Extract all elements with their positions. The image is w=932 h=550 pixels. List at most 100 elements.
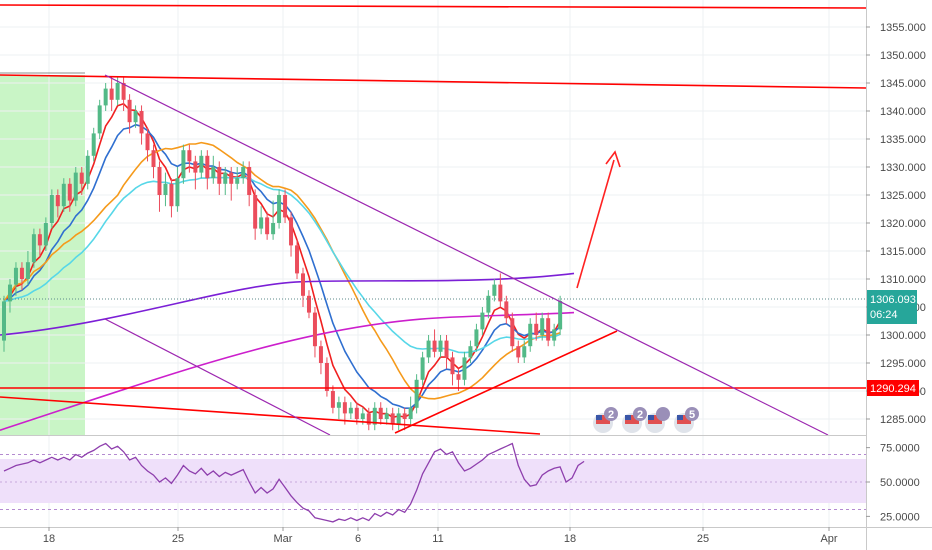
ma-30-line <box>3 176 561 354</box>
event-badge[interactable]: 2 <box>593 407 618 433</box>
candle-body <box>301 273 305 296</box>
candle-body <box>510 318 515 347</box>
descending-trend-line[interactable] <box>104 74 829 436</box>
candle-body <box>342 402 347 414</box>
candle-body <box>390 413 395 425</box>
candle-body <box>145 133 150 151</box>
flag-stripes <box>648 415 662 424</box>
mid-resistance-line[interactable] <box>0 74 867 89</box>
candle-body <box>265 217 270 235</box>
rsi-line <box>3 442 585 523</box>
rsi-indicator <box>0 442 866 523</box>
moving-averages <box>0 103 575 431</box>
candle-body <box>163 183 168 195</box>
event-count-label: 5 <box>689 409 695 421</box>
candle-body <box>384 413 389 419</box>
flag-canton <box>625 415 631 420</box>
breakout-arrow-line[interactable] <box>576 159 615 289</box>
ascending-trend-line[interactable] <box>394 330 618 434</box>
event-badge[interactable] <box>645 407 670 433</box>
candle-body <box>241 167 246 179</box>
candle-body <box>31 234 36 263</box>
upper-resistance-line[interactable] <box>0 4 867 9</box>
event-badge[interactable]: 5 <box>674 407 699 433</box>
drawing-objects[interactable] <box>0 4 867 436</box>
event-count-bubble <box>685 407 699 421</box>
price-tick-label: 1335.000 <box>880 134 926 146</box>
candle-body <box>49 195 54 223</box>
candle-body <box>426 340 431 358</box>
candle-body <box>324 363 329 391</box>
flag-canton <box>596 415 602 420</box>
event-count-bubble <box>633 407 647 421</box>
candle-body <box>115 83 120 100</box>
candle-body <box>516 346 521 358</box>
price-tick-label: 1320.000 <box>880 218 926 230</box>
time-tick-label: 18 <box>564 533 576 545</box>
rsi-tick-label: 50.0000 <box>880 477 920 489</box>
breakout-arrow-head[interactable] <box>605 150 621 168</box>
support-price-label: 1290.294 <box>870 383 916 395</box>
support-price-marker: 1290.294 <box>867 380 919 396</box>
candle-body <box>498 284 503 302</box>
flag-canton <box>677 415 683 420</box>
candle-body <box>91 133 96 156</box>
price-tick-label: 1325.000 <box>880 190 926 202</box>
candle-body <box>546 318 551 341</box>
candle-body <box>217 167 222 184</box>
candle-body <box>486 295 491 313</box>
candle-body <box>127 99 132 123</box>
candle-body <box>522 346 527 358</box>
candle-body <box>85 155 90 184</box>
candle-body <box>408 407 413 419</box>
rsi-tick-label: 75.0000 <box>880 443 920 455</box>
candle-body <box>61 183 66 207</box>
candle-body <box>181 150 186 179</box>
flag-canton <box>648 415 654 420</box>
candle-body <box>277 195 282 223</box>
price-tick-label: 1315.000 <box>880 246 926 258</box>
candle-body <box>289 217 294 246</box>
candle-body <box>229 172 234 184</box>
candle-body <box>318 346 323 363</box>
candle-body <box>247 167 252 195</box>
candle-body <box>552 329 557 341</box>
time-tick-label: 25 <box>172 533 184 545</box>
event-badge[interactable]: 2 <box>622 407 647 433</box>
price-tick-label: 1350.000 <box>880 50 926 62</box>
candle-body <box>211 167 216 179</box>
candle-body <box>432 340 437 352</box>
candle-body <box>97 105 102 134</box>
event-count-bubble <box>604 407 618 421</box>
highlight-zone <box>0 75 85 435</box>
price-tick-label: 1345.000 <box>880 78 926 90</box>
candle-body <box>175 178 180 207</box>
rsi-axis[interactable]: 25.0000 50.0000 75.0000 <box>866 443 920 524</box>
candle-body <box>462 357 467 380</box>
candle-body <box>169 183 174 207</box>
candle-body <box>73 172 78 201</box>
candle-body <box>79 172 84 184</box>
candle-body <box>283 195 288 218</box>
last-price-box <box>867 290 917 324</box>
candle-body <box>223 172 228 184</box>
price-tick-label: 1285.000 <box>880 414 926 426</box>
time-axis[interactable]: 18 25 Mar 6 11 18 25 Apr <box>43 527 838 545</box>
candle-body <box>187 150 192 162</box>
flag-stripes <box>677 415 691 424</box>
candle-body <box>444 340 449 358</box>
price-axis[interactable]: 1285.0001290.0001295.0001300.0001305.000… <box>866 22 926 426</box>
parallel-channel-line[interactable] <box>104 318 331 436</box>
last-price-marker: 1306.093 06:24 <box>0 290 917 324</box>
candle-body <box>43 223 48 246</box>
event-badges[interactable]: 2 2 5 <box>593 407 699 433</box>
last-price-label: 1306.093 <box>870 294 916 306</box>
price-tick-label: 1300.000 <box>880 330 926 342</box>
candle-body <box>205 155 210 179</box>
lower-descending-line[interactable] <box>0 396 541 435</box>
candle-body <box>348 407 353 414</box>
rsi-tick-label: 25.0000 <box>880 511 920 523</box>
event-count-label: 2 <box>608 409 614 421</box>
